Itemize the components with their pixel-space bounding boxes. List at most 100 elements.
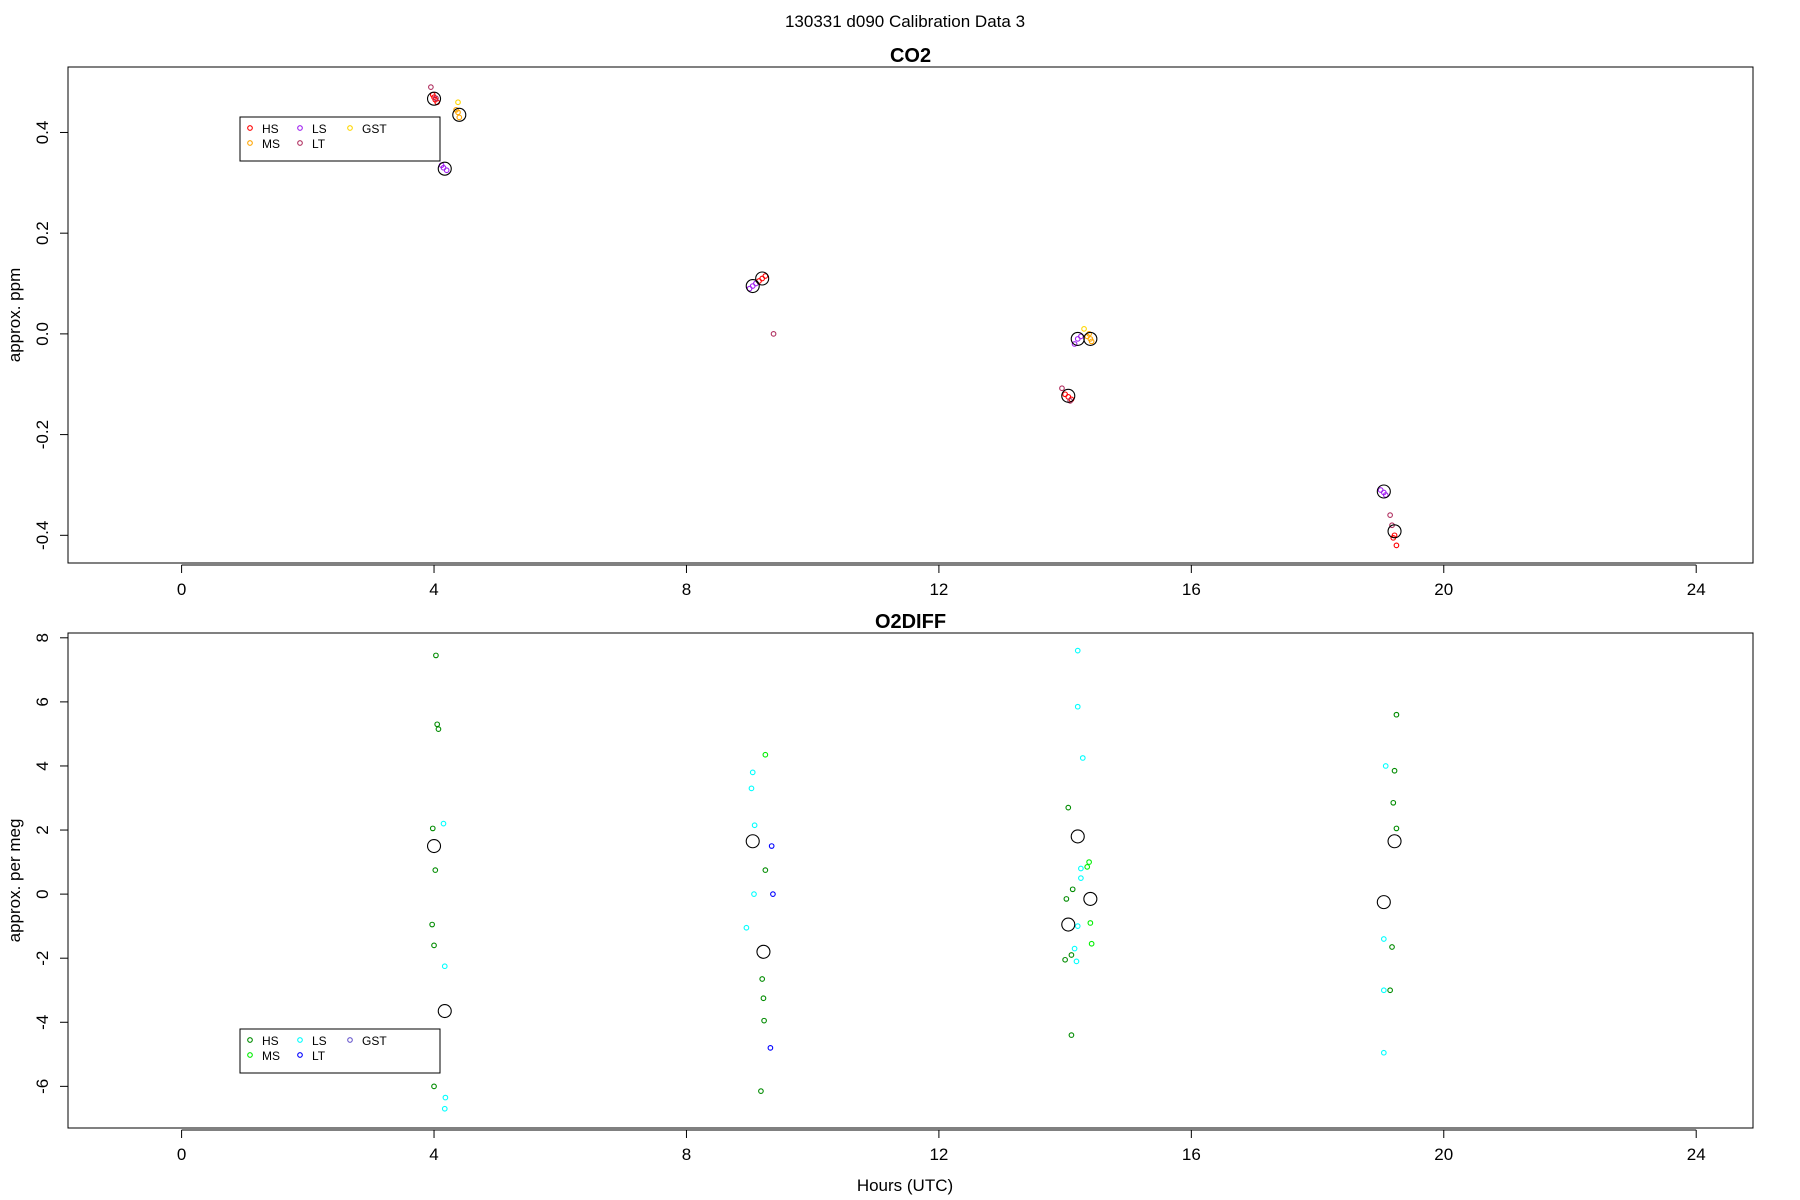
mean-point [1083,891,1098,906]
data-point [1074,647,1081,654]
legend-box [239,1028,441,1074]
data-point [1377,487,1384,493]
legend-marker [297,125,303,131]
mean-point [426,91,442,106]
data-point [1087,920,1094,926]
series-hs [429,91,1400,549]
x-tick-label: 0 [177,580,186,599]
data-point [767,1045,774,1051]
data-point [432,867,439,873]
data-point [1390,799,1397,806]
y-tick-label: -6 [33,1079,52,1094]
x-tick-label: 16 [1182,580,1201,599]
data-point [759,976,766,982]
data-point [751,891,757,897]
y-tick-label: -4 [33,1015,52,1030]
legend-label: LS [312,122,327,136]
series-ms [762,751,1095,947]
data-point [440,820,447,827]
y-tick-label: 2 [33,825,52,834]
legend-label: MS [262,1049,280,1063]
x-tick-label: 12 [929,580,948,599]
data-point [1086,859,1092,865]
data-point [453,106,459,113]
data-point [431,1083,437,1090]
x-tick-label: 8 [682,580,691,599]
y-tick-label: 8 [33,633,52,642]
data-point [749,769,756,776]
data-point [1389,944,1395,950]
legend-marker [247,125,253,131]
data-point [770,331,777,337]
mean-point [1061,917,1076,932]
data-point [751,822,758,829]
data-point [1065,804,1072,811]
data-point [1068,952,1075,958]
y-tick-label: -0.4 [33,521,52,550]
data-point [1380,1049,1387,1056]
legend-label: GST [362,1034,387,1048]
data-point [1062,391,1068,398]
data-point [1088,338,1095,345]
legend-marker [297,140,303,146]
x-tick-label: 4 [429,580,438,599]
mean-point [745,834,760,849]
x-tick-label: 24 [1687,580,1706,599]
data-point [1387,512,1393,519]
x-tick-label: 20 [1434,1145,1453,1164]
data-point [748,785,755,792]
legend-marker [247,140,253,146]
data-point [431,942,437,949]
y-tick-label: 0.4 [33,121,52,145]
x-axis-label: Hours (UTC) [857,1176,953,1195]
data-point [456,114,463,121]
mean-point [1083,331,1098,346]
data-point [1074,923,1081,930]
data-point [429,921,435,928]
legend-marker [297,1037,303,1043]
mean-point [745,278,760,294]
data-point [433,95,439,102]
data-point [441,963,448,970]
x-tick-label: 16 [1182,1145,1201,1164]
legend-box [239,116,441,162]
data-point [1071,341,1078,347]
data-point [1380,936,1387,942]
data-point [1079,755,1086,761]
data-point [1084,864,1091,870]
y-tick-label: 6 [33,697,52,706]
data-point [455,99,461,106]
legend-label: LT [312,1049,326,1063]
mean-point [755,271,770,286]
data-point [441,1105,448,1112]
series-hs [429,652,1400,1095]
y-tick-label: 0 [33,889,52,898]
data-point [1382,763,1389,769]
data-point [1068,1032,1075,1038]
mean-point [1070,829,1085,844]
mean-point [1387,834,1402,849]
mean-point [1376,484,1391,499]
data-point [768,843,775,849]
data-point [1059,385,1065,392]
y-tick-label: 4 [33,761,52,770]
mean-markers [426,91,1402,539]
data-point [770,891,776,897]
data-point [758,1088,764,1095]
legend-label: GST [362,122,387,136]
series-gst [455,99,1087,332]
legend-marker [347,125,353,131]
data-point [442,1094,449,1101]
legend-label: MS [262,137,280,151]
y-axis-label: approx. ppm [5,268,24,363]
data-point [1074,703,1081,710]
mean-point [1387,524,1402,539]
mean-markers [426,829,1402,1019]
data-point [762,867,769,873]
data-point [1380,987,1387,994]
figure-title: 130331 d090 Calibration Data 3 [785,12,1025,31]
